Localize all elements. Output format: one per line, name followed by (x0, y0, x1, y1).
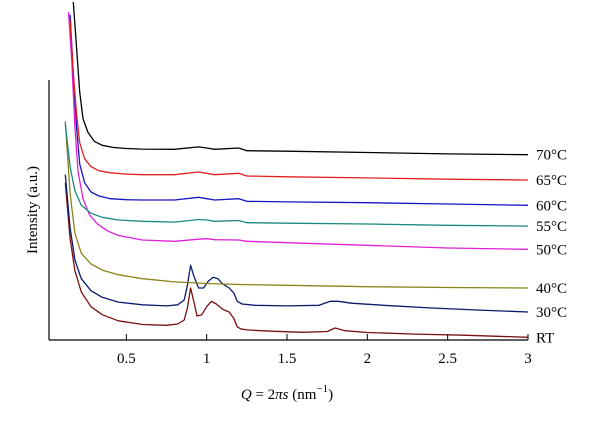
x-tick-label-4: 2.5 (438, 351, 457, 367)
series-line-0 (64, 182, 529, 338)
series-line-6 (69, 19, 529, 181)
x-axis-label: Q = 2πs (nm−1) (241, 383, 333, 403)
x-tick-label-5: 3 (524, 351, 532, 367)
series-labels-group: RT 30°C 40°C 50°C 55°C 60°C 65°C 70°C (536, 148, 567, 347)
x-ticks-group: 0.5 1 1.5 2 2.5 3 (117, 334, 532, 367)
series-label-0: RT (536, 330, 554, 346)
series-label-1: 30°C (536, 305, 567, 321)
series-line-7 (72, 1, 529, 156)
x-axis-label-s: s (283, 387, 289, 403)
series-line-3 (67, 11, 529, 250)
curves-group (64, 1, 529, 338)
x-tick-label-2: 1.5 (278, 351, 297, 367)
x-axis-label-unit: (nm (289, 387, 317, 403)
x-axis-label-q: Q (241, 387, 252, 403)
series-line-2 (64, 121, 529, 289)
x-tick-label-0: 0.5 (117, 351, 136, 367)
axes-group (48, 80, 528, 341)
x-axis-label-sup: −1 (316, 383, 328, 395)
x-axis-label-close: ) (328, 387, 333, 403)
series-label-2: 40°C (536, 281, 567, 297)
x-tick-label-1: 1 (203, 351, 211, 367)
x-axis-label-eq: = 2 (252, 387, 275, 403)
series-label-6: 65°C (536, 173, 567, 189)
series-label-5: 60°C (536, 198, 567, 214)
series-label-7: 70°C (536, 148, 567, 164)
series-line-4 (64, 123, 529, 227)
x-axis-label-pi: π (275, 387, 283, 403)
y-axis-label: Intensity (a.u.) (25, 166, 41, 254)
series-label-3: 50°C (536, 242, 567, 258)
x-tick-label-3: 2 (364, 351, 372, 367)
series-line-1 (64, 174, 529, 313)
series-line-5 (69, 14, 529, 206)
series-label-4: 55°C (536, 219, 567, 235)
